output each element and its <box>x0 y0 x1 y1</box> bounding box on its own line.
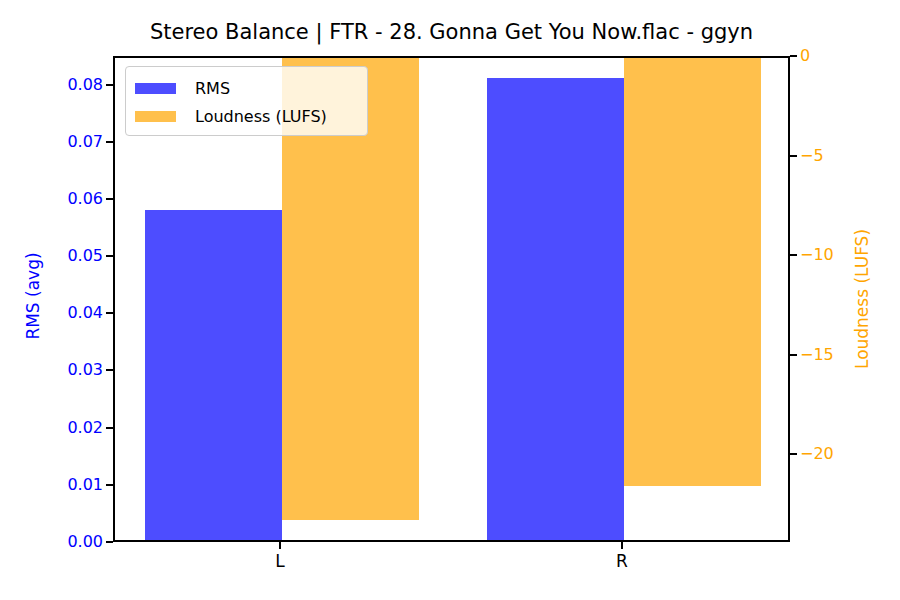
left-tick <box>106 84 113 86</box>
left-tick-label: 0.05 <box>23 245 103 267</box>
x-tick-label-l: L <box>250 551 310 571</box>
left-tick <box>106 312 113 314</box>
left-tick-label: 0.04 <box>23 302 103 324</box>
left-tick <box>106 369 113 371</box>
left-tick-label: 0.08 <box>23 74 103 96</box>
left-tick <box>106 198 113 200</box>
left-tick-label: 0.03 <box>23 359 103 381</box>
bar-l-rms <box>145 210 282 540</box>
bar-r-loudness <box>624 58 761 486</box>
x-tick-l <box>279 542 281 549</box>
legend-item-rms: RMS <box>126 74 367 102</box>
right-tick <box>790 354 797 356</box>
right-tick-label: −5 <box>800 145 824 167</box>
right-tick <box>790 55 797 57</box>
right-tick <box>790 254 797 256</box>
left-tick-label: 0.07 <box>23 131 103 153</box>
rms-legend-swatch <box>135 83 176 94</box>
left-tick-label: 0.01 <box>23 474 103 496</box>
left-tick-label: 0.00 <box>23 531 103 553</box>
x-tick-label-r: R <box>592 551 652 571</box>
loudness-legend-swatch <box>135 111 176 122</box>
legend: RMS Loudness (LUFS) <box>125 66 368 136</box>
right-tick <box>790 453 797 455</box>
left-tick <box>106 141 113 143</box>
plot-area: RMS Loudness (LUFS) <box>113 56 790 542</box>
legend-item-loudness: Loudness (LUFS) <box>126 102 367 130</box>
right-tick <box>790 155 797 157</box>
left-tick <box>106 541 113 543</box>
loudness-legend-label: Loudness (LUFS) <box>195 107 327 126</box>
right-tick-label: 0 <box>800 45 810 67</box>
left-tick <box>106 484 113 486</box>
right-tick-label: −20 <box>800 443 834 465</box>
right-tick-label: −10 <box>800 244 834 266</box>
right-axis-label: Loudness (LUFS) <box>852 229 872 369</box>
left-tick <box>106 427 113 429</box>
left-tick-label: 0.06 <box>23 188 103 210</box>
figure: Stereo Balance | FTR - 28. Gonna Get You… <box>0 0 900 600</box>
left-tick <box>106 255 113 257</box>
left-tick-label: 0.02 <box>23 417 103 439</box>
x-tick-r <box>621 542 623 549</box>
right-tick-label: −15 <box>800 344 834 366</box>
bar-r-rms <box>487 78 624 540</box>
rms-legend-label: RMS <box>195 79 230 98</box>
chart-title: Stereo Balance | FTR - 28. Gonna Get You… <box>113 20 790 44</box>
